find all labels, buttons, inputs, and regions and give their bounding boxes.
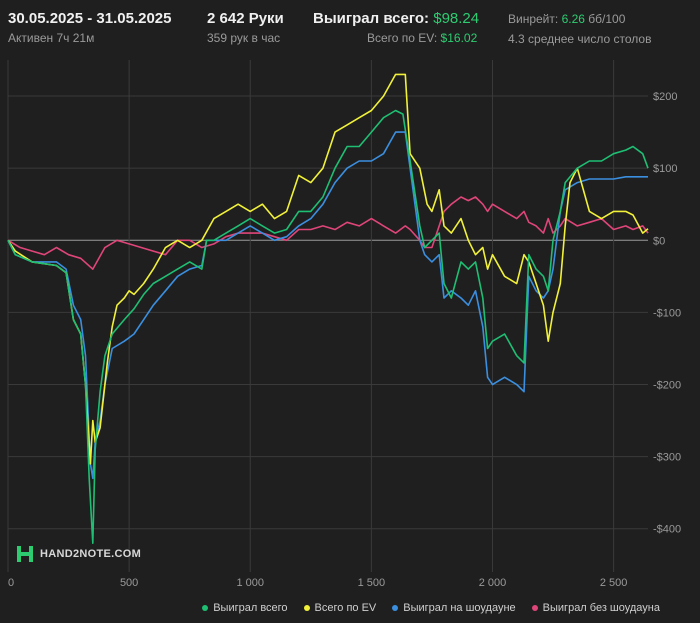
x-tick-label: 500 <box>120 577 138 589</box>
date-range: 30.05.2025 - 31.05.2025 <box>8 10 172 27</box>
legend-label: Выиграл всего <box>213 602 288 614</box>
legend-label: Выиграл без шоудауна <box>542 602 660 614</box>
legend-label: Всего по EV <box>314 602 377 614</box>
legend-dot-icon <box>531 605 538 611</box>
y-axis-ticks: $200 $100 $0 -$100 -$200 -$300 -$400 <box>653 91 681 536</box>
hands-block: 2 642 Руки 359 рук в час <box>207 10 284 45</box>
y-tick-label: $200 <box>653 91 677 103</box>
stats-header: 30.05.2025 - 31.05.2025 Активен 7ч 21м 2… <box>0 0 700 52</box>
ev-total-label: Всего по EV: <box>367 31 438 45</box>
legend-dot-icon <box>202 605 209 611</box>
ev-total: Всего по EV: $16.02 <box>367 31 479 45</box>
ev-total-value: $16.02 <box>440 31 478 45</box>
active-time: Активен 7ч 21м <box>8 31 95 45</box>
series-line-ev <box>7 73 649 465</box>
winrate-unit: бб/100 <box>588 12 626 26</box>
avg-tables: 4.3 среднее число столов <box>508 32 652 46</box>
winrate-block: Винрейт: 6.26 бб/100 4.3 среднее число с… <box>508 10 651 46</box>
legend-label: Выиграл на шоудауне <box>403 602 516 614</box>
y-tick-label: -$100 <box>653 307 681 319</box>
legend-item-showdown[interactable]: Выиграл на шоудауне <box>392 600 516 616</box>
winnings-block: Выиграл всего: $98.24 Всего по EV: $16.0… <box>313 10 479 45</box>
h2n-logo-icon <box>17 546 33 562</box>
profit-graph: $200 $100 $0 -$100 -$200 -$300 -$400 0 500 1 000… <box>7 60 681 589</box>
series-line-non-showdown <box>7 196 649 270</box>
y-tick-label: -$400 <box>653 524 681 536</box>
y-tick-label: $0 <box>653 235 665 247</box>
winrate-value: 6.26 <box>561 12 585 26</box>
x-tick-label: 0 <box>8 577 14 589</box>
won-total: Выиграл всего: $98.24 <box>313 10 479 27</box>
x-axis-ticks: 0 500 1 000 1 500 2 000 2 500 <box>8 577 627 589</box>
date-block: 30.05.2025 - 31.05.2025 Активен 7ч 21м <box>8 10 171 45</box>
series-line-won-total <box>7 109 649 544</box>
won-total-value: $98.24 <box>433 10 480 27</box>
series-lines <box>7 73 649 544</box>
winrate: Винрейт: 6.26 бб/100 <box>508 12 651 26</box>
y-tick-label: $100 <box>653 163 677 175</box>
hand2note-logo: HAND2NOTE.COM <box>16 545 141 563</box>
y-tick-label: -$200 <box>653 380 681 392</box>
grid <box>7 60 648 572</box>
legend-item-won-total[interactable]: Выиграл всего <box>202 600 288 616</box>
chart-legend: Выиграл всего Всего по EV Выиграл на шоуда… <box>0 600 660 616</box>
legend-dot-icon <box>392 605 399 611</box>
hands-count: 2 642 Руки <box>207 10 284 27</box>
hands-per-hour: 359 рук в час <box>207 31 281 45</box>
legend-dot-icon <box>303 605 310 611</box>
y-tick-label: -$300 <box>653 452 681 464</box>
legend-item-ev[interactable]: Всего по EV <box>303 600 377 616</box>
x-tick-label: 1 000 <box>236 577 264 589</box>
winrate-label: Винрейт: <box>508 12 559 26</box>
legend-item-non-showdown[interactable]: Выиграл без шоудауна <box>531 600 660 616</box>
won-total-label: Выиграл всего: <box>313 10 430 27</box>
x-tick-label: 2 000 <box>479 577 507 589</box>
x-tick-label: 2 500 <box>600 577 628 589</box>
logo-text: HAND2NOTE.COM <box>40 548 142 560</box>
x-tick-label: 1 500 <box>358 577 386 589</box>
